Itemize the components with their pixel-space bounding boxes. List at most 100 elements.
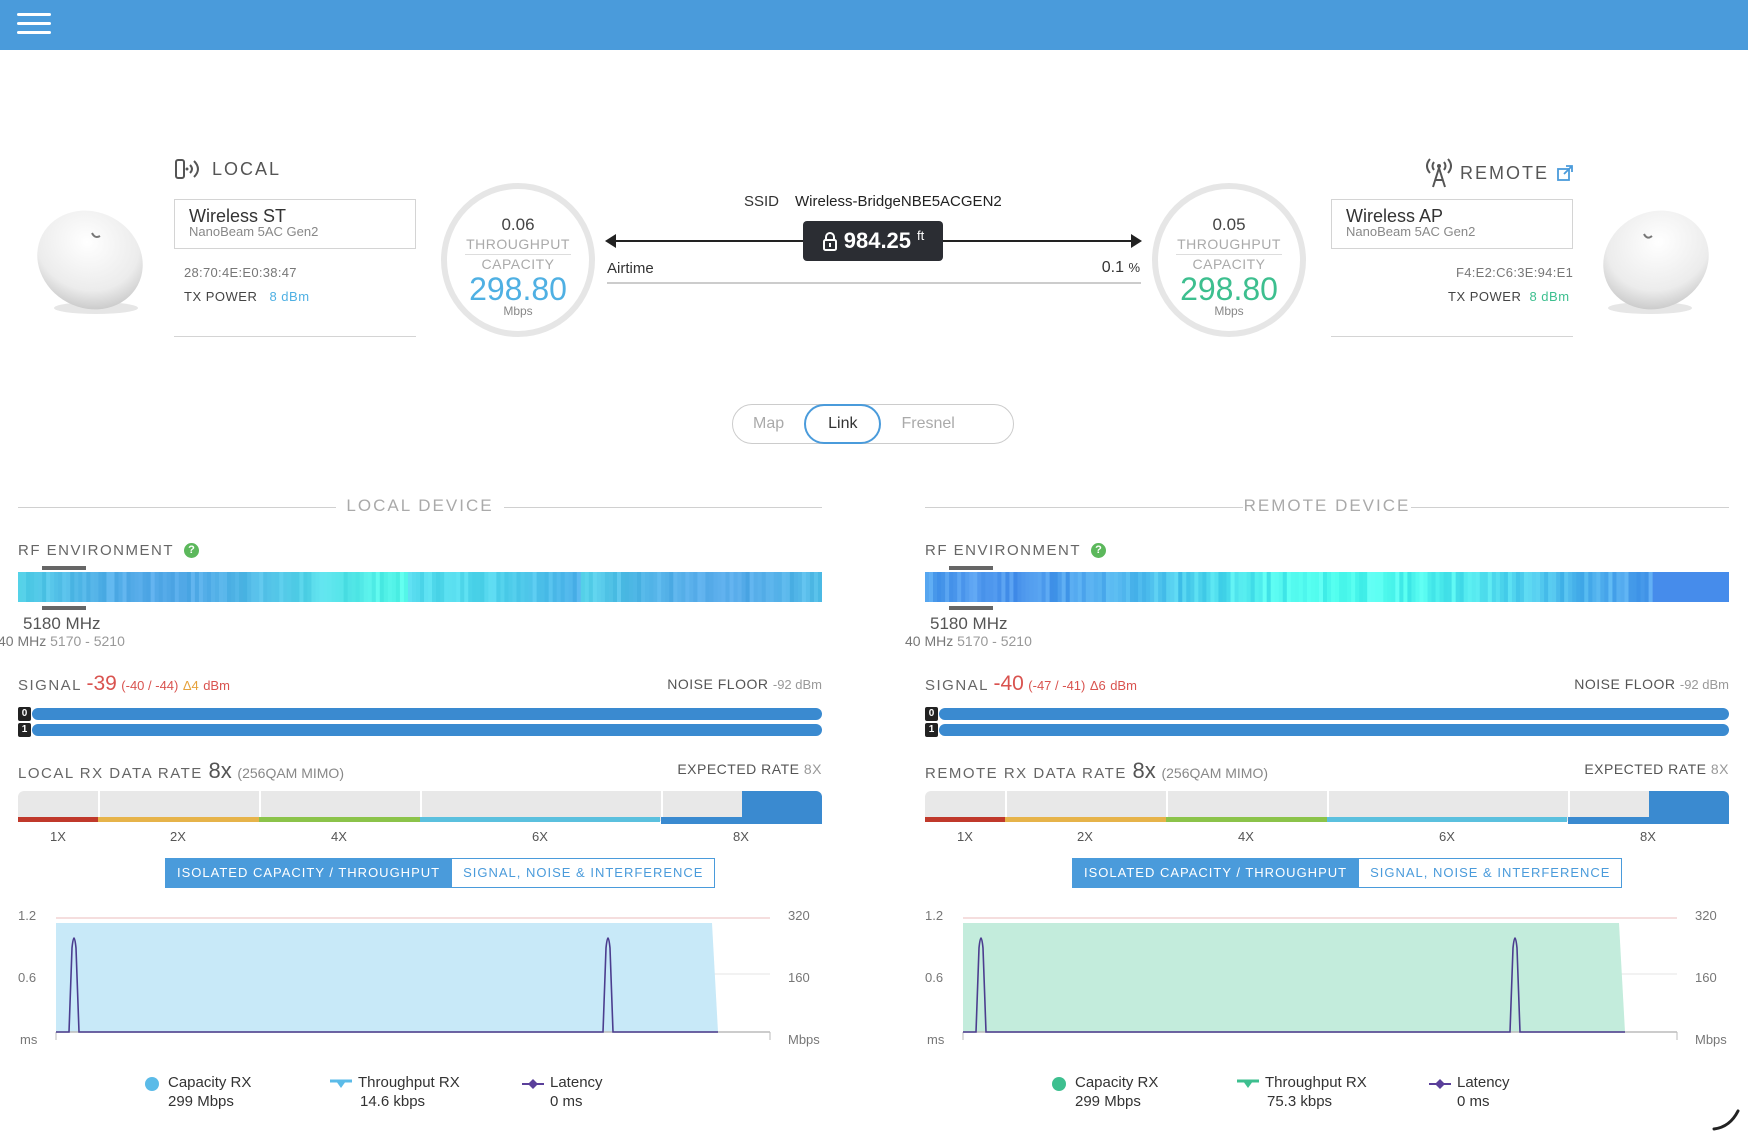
- local-capacity-value: 298.80: [469, 271, 567, 307]
- resize-handle-icon[interactable]: [1712, 1105, 1742, 1131]
- rx-rate-label: REMOTE RX DATA RATE: [925, 765, 1127, 782]
- remote-device-panel: REMOTE DEVICE RF ENVIRONMENT ? 5180 MHz …: [905, 496, 1729, 1110]
- tab-map[interactable]: Map: [753, 415, 785, 432]
- rate-tick-4x: 4X: [331, 829, 347, 844]
- legend-latency[interactable]: Latency 0 ms: [522, 1074, 603, 1110]
- local-heading: LOCAL: [174, 158, 281, 180]
- link-line-left: [614, 240, 804, 242]
- legend-capacity-rx[interactable]: Capacity RX 299 Mbps: [1052, 1074, 1158, 1110]
- local-device-name: Wireless ST: [189, 206, 287, 226]
- legend-label: Latency: [550, 1074, 603, 1091]
- capacity-area: [56, 923, 718, 1032]
- signal-chains: (-40 / -44): [121, 678, 179, 693]
- rf-spectrum-bar[interactable]: [18, 572, 822, 602]
- tab-link[interactable]: Link: [804, 404, 882, 444]
- rate-tick-6x: 6X: [532, 829, 548, 844]
- tab-fresnel[interactable]: Fresnel: [901, 415, 955, 432]
- rf-spectrum-bar[interactable]: [925, 572, 1729, 602]
- noise-floor-label: NOISE FLOOR: [667, 676, 769, 692]
- y-left-top: 1.2: [18, 908, 37, 923]
- signal-delta: Δ4: [182, 678, 199, 693]
- diamond-icon: [1429, 1079, 1451, 1089]
- chart-mode-toggle: ISOLATED CAPACITY / THROUGHPUT SIGNAL, N…: [165, 858, 716, 888]
- help-icon[interactable]: ?: [1091, 543, 1106, 558]
- y-right-mid: 160: [788, 970, 810, 985]
- chain-1-bar: 1: [925, 723, 1729, 737]
- rate-tick-6x: 6X: [1439, 829, 1455, 844]
- noise-floor: NOISE FLOOR -92 dBm: [667, 676, 822, 692]
- local-mac: 28:70:4E:E0:38:47: [184, 265, 297, 280]
- rx-rate-value: 8x: [1132, 758, 1156, 783]
- legend-value: 299 Mbps: [168, 1093, 234, 1110]
- expected-rate-label: EXPECTED RATE: [677, 761, 800, 777]
- remote-capacity-gauge: 0.05 THROUGHPUT CAPACITY 298.80 Mbps: [1152, 183, 1306, 337]
- help-icon[interactable]: ?: [184, 543, 199, 558]
- local-radio-icon: [175, 159, 199, 179]
- latency-line: [963, 937, 1625, 1033]
- link-line-right: [942, 240, 1132, 242]
- link-arrow-right-icon: [1131, 234, 1142, 248]
- view-tabs: Map Link Fresnel: [732, 404, 1014, 444]
- remote-tx-power: TX POWER 8 dBm: [1448, 289, 1570, 304]
- rate-tick-4x: 4X: [1238, 829, 1254, 844]
- legend-value: 299 Mbps: [1075, 1093, 1141, 1110]
- remote-capacity-unit: Mbps: [1214, 304, 1244, 318]
- data-rate-bar: [925, 791, 1729, 821]
- external-link-icon[interactable]: [1557, 165, 1573, 181]
- legend-throughput-rx[interactable]: Throughput RX 14.6 kbps: [330, 1074, 460, 1110]
- rf-environment-row: RF ENVIRONMENT ?: [925, 542, 1106, 559]
- y-left-unit: ms: [20, 1032, 38, 1047]
- expected-rate-value: 8X: [1710, 761, 1729, 777]
- remote-device-name-box[interactable]: Wireless AP NanoBeam 5AC Gen2: [1331, 199, 1573, 249]
- signal-unit: dBm: [1110, 678, 1137, 693]
- hamburger-menu-icon[interactable]: [17, 13, 51, 37]
- isolated-capacity-button[interactable]: ISOLATED CAPACITY / THROUGHPUT: [1072, 858, 1360, 888]
- line-marker-icon: [1237, 1079, 1259, 1088]
- noise-floor-label: NOISE FLOOR: [1574, 676, 1676, 692]
- isolated-capacity-button[interactable]: ISOLATED CAPACITY / THROUGHPUT: [165, 858, 453, 888]
- legend-label: Capacity RX: [168, 1074, 252, 1091]
- legend-label: Latency: [1457, 1074, 1510, 1091]
- noise-floor-value: -92 dBm: [1679, 677, 1729, 692]
- rf-environment-label: RF ENVIRONMENT: [18, 542, 174, 559]
- rate-tick-1x: 1X: [957, 829, 973, 844]
- legend-capacity-rx[interactable]: Capacity RX 299 Mbps: [145, 1074, 252, 1110]
- remote-device-image: [1603, 210, 1709, 314]
- rate-tick-1x: 1X: [50, 829, 66, 844]
- legend-latency[interactable]: Latency 0 ms: [1429, 1074, 1510, 1110]
- frequency-range: 40 MHz 5170 - 5210: [0, 633, 125, 649]
- capacity-throughput-chart[interactable]: [925, 908, 1729, 1058]
- chain-1-bar: 1: [18, 723, 822, 737]
- local-capacity-label: CAPACITY: [481, 256, 555, 272]
- expected-rate: EXPECTED RATE 8X: [677, 761, 822, 777]
- remote-heading-label: REMOTE: [1460, 162, 1550, 183]
- signal-noise-button[interactable]: SIGNAL, NOISE & INTERFERENCE: [452, 858, 716, 888]
- remote-heading: REMOTE: [1426, 158, 1573, 188]
- legend-value: 0 ms: [550, 1093, 583, 1110]
- rate-tick-8x: 8X: [733, 829, 749, 844]
- rx-data-rate: REMOTE RX DATA RATE 8x (256QAM MIMO): [925, 758, 1268, 784]
- center-frequency: 5180 MHz: [23, 614, 101, 633]
- signal-value: -39: [86, 672, 117, 695]
- rx-data-rate: LOCAL RX DATA RATE 8x (256QAM MIMO): [18, 758, 344, 784]
- signal-row: SIGNAL -39 (-40 / -44) Δ4 dBm: [18, 672, 822, 696]
- signal-noise-button[interactable]: SIGNAL, NOISE & INTERFERENCE: [1359, 858, 1623, 888]
- y-right-unit: Mbps: [1695, 1032, 1727, 1047]
- chain-0-bar: 0: [925, 707, 1729, 721]
- legend-throughput-rx[interactable]: Throughput RX 75.3 kbps: [1237, 1074, 1367, 1110]
- remote-throughput-label: THROUGHPUT: [1176, 235, 1282, 255]
- local-tx-power-label: TX POWER: [184, 289, 258, 304]
- capacity-throughput-chart[interactable]: [18, 908, 822, 1058]
- rf-environment-label: RF ENVIRONMENT: [925, 542, 1081, 559]
- rate-tick-8x: 8X: [1640, 829, 1656, 844]
- channel-range: 5170 - 5210: [957, 633, 1032, 649]
- airtime-value: 0.1 %: [1102, 259, 1140, 277]
- remote-tx-power-label: TX POWER: [1448, 289, 1522, 304]
- chain-1-label: 1: [18, 723, 31, 737]
- expected-rate: EXPECTED RATE 8X: [1584, 761, 1729, 777]
- local-device-name-box[interactable]: Wireless ST NanoBeam 5AC Gen2: [174, 199, 416, 249]
- ssid-label: SSID: [744, 193, 780, 210]
- noise-floor: NOISE FLOOR -92 dBm: [1574, 676, 1729, 692]
- line-marker-icon: [330, 1079, 352, 1088]
- dot-icon: [145, 1077, 159, 1091]
